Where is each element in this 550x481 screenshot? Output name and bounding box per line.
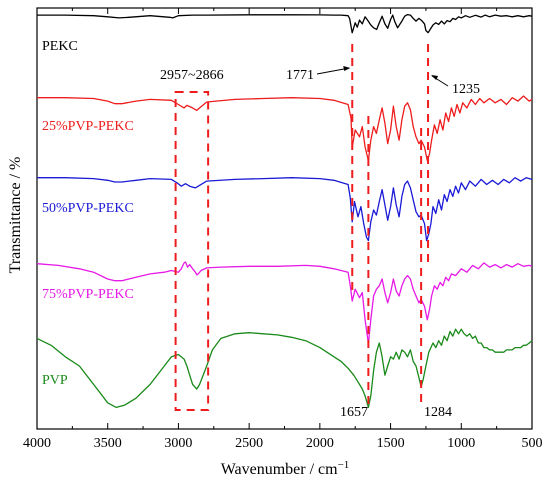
series-line-2: [37, 177, 533, 242]
x-tick-label: 1000: [447, 436, 475, 451]
ch-stretch-region-box: [174, 91, 210, 411]
series-line-0: [37, 13, 533, 34]
x-tick-label: 1500: [377, 436, 405, 451]
spectra-series: PEKC 25%PVP-PEKC 50%PVP-PEKC 75%PVP-PEKC PVP: [36, 13, 533, 409]
annotation-1657: 1657: [340, 405, 368, 420]
x-tick-label: 3500: [94, 436, 122, 451]
x-axis-title: Wavenumber / cm−1: [221, 459, 350, 478]
x-tick-label: 2500: [235, 436, 263, 451]
x-tick-label: 500: [522, 436, 543, 451]
arrowhead-1235: [431, 75, 439, 80]
series-label-3: 75%PVP-PEKC: [42, 287, 134, 302]
y-axis-title: Transmittance / %: [7, 157, 24, 274]
annotation-2957-2866: 2957~2866: [160, 68, 224, 83]
peak-annotations: 2957~2866 1771 1235 1657 1284: [160, 44, 480, 420]
series-label-1: 25%PVP-PEKC: [42, 119, 134, 134]
x-axis-ticks: 4000 3500 3000 2500 2000 1500 1000 500: [23, 8, 543, 451]
series-label-4: PVP: [42, 373, 68, 388]
series-line-4: [36, 328, 533, 409]
plot-border: [36, 7, 533, 430]
x-tick-label: 4000: [23, 436, 51, 451]
plot-frame: [36, 7, 533, 430]
x-tick-label: 2000: [306, 436, 334, 451]
series-line-3: [36, 261, 533, 345]
arrowhead-1771: [343, 66, 351, 71]
series-label-2: 50%PVP-PEKC: [42, 201, 134, 216]
x-axis-title-superscript: −1: [338, 459, 350, 471]
series-line-1: [37, 95, 533, 162]
annotation-1771: 1771: [286, 68, 314, 83]
annotation-1235: 1235: [452, 82, 480, 97]
series-label-0: PEKC: [42, 39, 78, 54]
annotation-1284: 1284: [424, 405, 452, 420]
x-tick-label: 3000: [164, 436, 192, 451]
